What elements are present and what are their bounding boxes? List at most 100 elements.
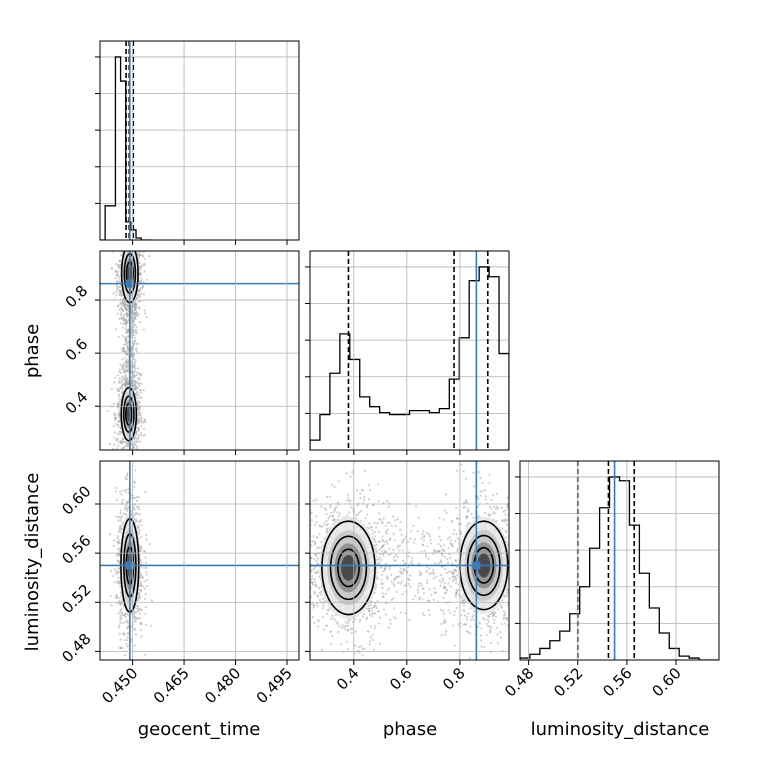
sample-point-geocent-time-vs-phase-1-154 [120, 469, 122, 471]
sample-point-geocent-time-vs-phase-0-223 [145, 278, 149, 281]
sample-point-phase-vs-luminosity-distance-1-592 [510, 526, 512, 528]
sample-point-geocent-time-vs-phase-bridge-329 [122, 317, 125, 320]
sample-point-phase-vs-luminosity-distance-1-76 [489, 513, 492, 516]
sample-point-phase-vs-luminosity-distance-0-424 [344, 621, 347, 624]
sample-point-geocent-time-vs-luminosity-distance-0-390 [119, 638, 122, 641]
sample-point-geocent-time-vs-luminosity-distance-0-624 [134, 469, 137, 472]
sample-point-phase-vs-luminosity-distance-0-642 [320, 648, 324, 652]
sample-point-geocent-time-vs-phase-1-216 [122, 445, 126, 448]
sample-point-geocent-time-vs-phase-bridge-325 [133, 336, 136, 339]
tick-label-y-luminosity_distance-1: 0.52 [58, 581, 94, 617]
panel-border-geocent-time-vs-phase [99, 250, 300, 451]
sample-point-phase-vs-luminosity-distance-0-446 [369, 526, 372, 529]
sample-point-geocent-time-vs-luminosity-distance-0-845 [115, 553, 119, 556]
sample-point-geocent-time-vs-phase-0-414 [137, 306, 141, 309]
sample-point-phase-vs-luminosity-distance-1-400 [487, 620, 490, 623]
sample-point-phase-vs-luminosity-distance-1-418 [486, 618, 489, 621]
sample-point-geocent-time-vs-phase-0-605 [131, 248, 133, 250]
sample-point-geocent-time-vs-phase-0-346 [120, 254, 123, 257]
sample-point-geocent-time-vs-luminosity-distance-0-670 [117, 529, 120, 533]
sample-point-phase-vs-luminosity-distance-1-280 [516, 631, 518, 633]
sample-point-phase-vs-luminosity-distance-0-602 [368, 610, 371, 613]
sample-point-geocent-time-vs-luminosity-distance-0-474 [116, 548, 120, 551]
sample-point-phase-vs-luminosity-distance-0-536 [316, 536, 319, 539]
sample-point-geocent-time-vs-phase-0-451 [143, 257, 146, 261]
sample-point-phase-vs-luminosity-distance-1-168 [520, 604, 522, 606]
sample-point-geocent-time-vs-luminosity-distance-0-747 [143, 550, 147, 553]
sample-point-geocent-time-vs-luminosity-distance-0-890 [122, 631, 125, 635]
sample-point-geocent-time-vs-phase-1-716 [114, 416, 117, 419]
sample-point-geocent-time-vs-phase-bridge-51 [138, 321, 142, 324]
sample-point-phase-vs-luminosity-distance-1-461 [513, 601, 515, 603]
sample-point-geocent-time-vs-luminosity-distance-0-755 [118, 553, 121, 556]
sample-point-geocent-time-vs-phase-bridge-20 [132, 362, 135, 365]
sample-point-geocent-time-vs-luminosity-distance-0-846 [126, 619, 129, 622]
sample-point-phase-vs-luminosity-distance-0-749 [369, 625, 372, 628]
sample-point-geocent-time-vs-luminosity-distance-0-523 [132, 613, 135, 616]
sample-point-phase-vs-luminosity-distance-0-84 [363, 469, 366, 472]
sample-point-geocent-time-vs-phase-bridge-252 [118, 370, 121, 374]
sample-point-geocent-time-vs-luminosity-distance-0-423 [127, 632, 130, 635]
sample-point-geocent-time-vs-phase-bridge-360 [121, 326, 124, 329]
sample-point-phase-vs-luminosity-distance-1-40 [460, 463, 463, 466]
sample-point-geocent-time-vs-phase-0-531 [143, 309, 146, 312]
sample-point-geocent-time-vs-phase-0-328 [126, 241, 128, 243]
sample-point-geocent-time-vs-phase-bridge-355 [124, 337, 127, 340]
sample-point-phase-vs-luminosity-distance-0-695 [323, 522, 326, 525]
sample-point-geocent-time-vs-phase-0-14 [136, 244, 138, 246]
sample-point-geocent-time-vs-phase-1-722 [113, 376, 117, 379]
sample-point-geocent-time-vs-phase-0-387 [123, 240, 125, 242]
sample-point-phase-vs-luminosity-distance-1-240 [466, 618, 469, 621]
sample-point-phase-vs-luminosity-distance-1-531 [445, 512, 448, 515]
sample-point-phase-vs-luminosity-distance-0-888 [332, 518, 335, 522]
sample-point-phase-vs-luminosity-distance-1-161 [472, 471, 475, 474]
panel-hist-geocent-time [95, 40, 300, 245]
sample-point-geocent-time-vs-luminosity-distance-0-346 [119, 519, 122, 522]
sample-point-phase-vs-luminosity-distance-0-640 [324, 600, 327, 603]
sample-point-geocent-time-vs-luminosity-distance-0-482 [123, 508, 126, 511]
sample-point-geocent-time-vs-phase-1-375 [112, 425, 115, 428]
sample-point-geocent-time-vs-phase-1-620 [143, 433, 146, 436]
sample-point-phase-vs-luminosity-distance-1-289 [511, 507, 513, 509]
sample-point-geocent-time-vs-phase-1-491 [140, 396, 143, 399]
sample-point-geocent-time-vs-phase-1-519 [110, 387, 113, 390]
sample-point-geocent-time-vs-phase-0-730 [125, 244, 127, 246]
sample-point-phase-vs-luminosity-distance-1-717 [481, 481, 484, 485]
sample-point-geocent-time-vs-luminosity-distance-0-847 [148, 542, 151, 546]
sample-point-geocent-time-vs-phase-0-683 [110, 267, 113, 270]
sample-point-geocent-time-vs-phase-1-652 [138, 401, 141, 404]
sample-point-geocent-time-vs-phase-1-139 [115, 423, 118, 426]
sample-point-phase-vs-luminosity-distance-0-11 [347, 493, 350, 496]
sample-point-phase-vs-luminosity-distance-1-357 [448, 535, 451, 539]
sample-point-phase-vs-luminosity-distance-0-488 [398, 549, 401, 552]
sample-point-phase-vs-luminosity-distance-0-401 [393, 607, 396, 610]
tick-label-y-luminosity_distance-3: 0.60 [58, 482, 94, 518]
sample-point-phase-vs-luminosity-distance-0-843 [324, 508, 328, 511]
sample-point-geocent-time-vs-phase-0-304 [130, 246, 132, 248]
sample-point-phase-vs-luminosity-distance-1-489 [449, 556, 452, 560]
sample-point-phase-vs-luminosity-distance-1-427 [462, 470, 465, 473]
sample-point-phase-vs-luminosity-distance-0-504 [305, 518, 307, 520]
sample-point-geocent-time-vs-phase-bridge-194 [118, 290, 121, 294]
sample-point-geocent-time-vs-phase-0-816 [133, 242, 135, 244]
sample-point-geocent-time-vs-phase-0-185 [142, 281, 145, 284]
sample-point-geocent-time-vs-phase-bridge-495 [124, 308, 127, 311]
sample-point-phase-vs-luminosity-distance-0-896 [325, 624, 328, 627]
sample-point-geocent-time-vs-phase-0-677 [117, 270, 120, 273]
sample-point-geocent-time-vs-phase-0-819 [140, 286, 143, 289]
tick-label-y-phase-0: 0.4 [62, 388, 92, 418]
sample-point-geocent-time-vs-phase-1-200 [123, 455, 125, 457]
sample-point-geocent-time-vs-phase-bridge-387 [122, 347, 126, 350]
sample-point-phase-vs-luminosity-distance-0-629 [304, 525, 306, 527]
sample-point-phase-vs-luminosity-distance-0-671 [376, 599, 379, 602]
sample-point-geocent-time-vs-phase-0-288 [138, 269, 141, 272]
sample-point-phase-vs-luminosity-distance-1-495 [467, 510, 470, 513]
sample-point-phase-vs-luminosity-distance-0-531 [340, 643, 343, 646]
sample-point-geocent-time-vs-luminosity-distance-0-331 [135, 499, 139, 502]
sample-point-phase-vs-luminosity-distance-1-428 [443, 568, 447, 571]
sample-point-phase-vs-luminosity-distance-0-554 [366, 607, 369, 610]
sample-point-phase-vs-luminosity-distance-0-276 [374, 540, 377, 543]
sample-point-phase-vs-luminosity-distance-1-401 [443, 582, 446, 585]
sample-point-geocent-time-vs-phase-bridge-319 [124, 360, 127, 363]
sample-point-phase-vs-luminosity-distance-1-419 [444, 493, 448, 496]
